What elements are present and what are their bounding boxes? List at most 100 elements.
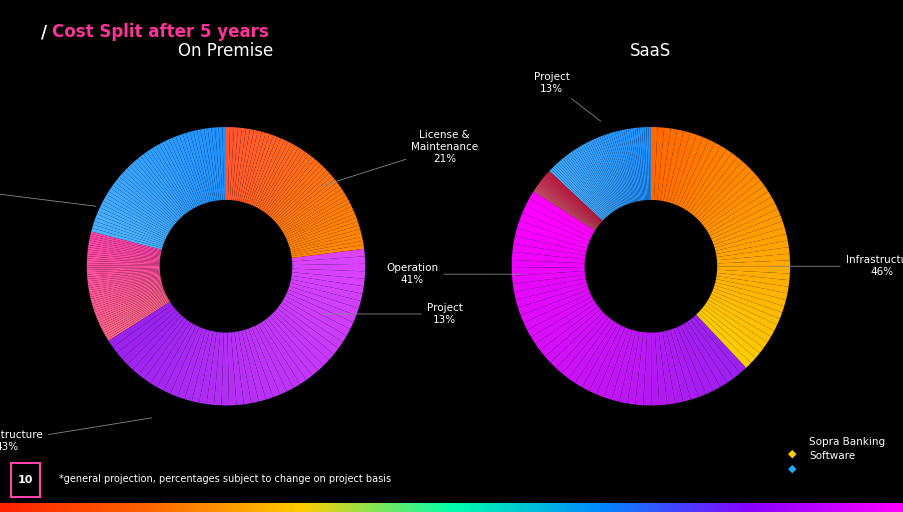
Wedge shape	[517, 286, 588, 315]
Wedge shape	[258, 323, 300, 388]
Wedge shape	[546, 174, 600, 222]
Text: Infrastructure
46%: Infrastructure 46%	[772, 255, 903, 277]
Wedge shape	[265, 154, 312, 214]
Wedge shape	[535, 188, 595, 229]
Wedge shape	[103, 198, 168, 235]
Wedge shape	[547, 172, 601, 222]
Wedge shape	[165, 139, 199, 206]
Wedge shape	[554, 164, 605, 219]
Wedge shape	[533, 191, 594, 231]
Wedge shape	[544, 177, 600, 224]
Wedge shape	[184, 330, 209, 401]
Wedge shape	[647, 127, 650, 200]
Wedge shape	[511, 260, 584, 268]
Wedge shape	[144, 152, 188, 213]
Wedge shape	[229, 127, 237, 200]
Wedge shape	[716, 270, 789, 280]
Wedge shape	[535, 188, 595, 229]
Wedge shape	[675, 137, 708, 206]
Wedge shape	[98, 292, 165, 323]
Wedge shape	[610, 330, 635, 402]
Wedge shape	[539, 182, 598, 226]
Text: Project
13%: Project 13%	[321, 303, 462, 325]
Wedge shape	[88, 241, 161, 255]
Wedge shape	[271, 164, 323, 219]
Wedge shape	[707, 297, 773, 337]
Wedge shape	[119, 174, 176, 224]
Wedge shape	[87, 254, 160, 262]
Wedge shape	[94, 218, 163, 245]
Wedge shape	[281, 300, 346, 342]
Wedge shape	[646, 127, 649, 200]
Wedge shape	[286, 210, 355, 241]
Wedge shape	[546, 173, 601, 222]
Wedge shape	[87, 259, 160, 264]
Wedge shape	[562, 317, 611, 378]
Wedge shape	[284, 203, 351, 238]
Wedge shape	[711, 209, 779, 242]
Wedge shape	[290, 280, 362, 301]
Wedge shape	[237, 129, 254, 201]
Wedge shape	[542, 179, 599, 225]
Wedge shape	[231, 127, 242, 200]
Wedge shape	[103, 297, 168, 333]
Wedge shape	[684, 146, 725, 210]
Wedge shape	[625, 129, 639, 201]
Wedge shape	[104, 298, 168, 335]
Wedge shape	[233, 128, 246, 201]
Wedge shape	[241, 131, 262, 202]
Text: Project
13%: Project 13%	[533, 73, 600, 121]
Wedge shape	[537, 184, 597, 227]
Wedge shape	[589, 140, 622, 207]
Wedge shape	[264, 152, 308, 213]
Wedge shape	[88, 249, 160, 260]
Wedge shape	[248, 135, 277, 205]
Wedge shape	[562, 157, 609, 215]
Wedge shape	[535, 187, 596, 229]
Wedge shape	[669, 329, 698, 399]
Wedge shape	[548, 171, 602, 221]
Wedge shape	[281, 189, 344, 231]
Wedge shape	[709, 294, 777, 331]
Wedge shape	[544, 177, 600, 224]
Wedge shape	[712, 215, 782, 245]
Wedge shape	[587, 141, 621, 207]
Text: Cost Split after 5 years: Cost Split after 5 years	[52, 23, 269, 41]
Wedge shape	[87, 271, 160, 279]
Wedge shape	[286, 290, 356, 323]
Title: On Premise: On Premise	[178, 42, 274, 60]
Wedge shape	[693, 314, 745, 373]
Wedge shape	[206, 332, 220, 405]
Wedge shape	[292, 249, 365, 262]
Wedge shape	[541, 179, 599, 225]
Wedge shape	[654, 332, 666, 405]
Wedge shape	[170, 327, 202, 397]
Wedge shape	[208, 128, 219, 201]
Wedge shape	[686, 150, 731, 212]
Text: /: /	[41, 23, 52, 41]
Wedge shape	[695, 312, 750, 368]
Wedge shape	[113, 182, 172, 228]
Wedge shape	[716, 253, 789, 263]
Wedge shape	[520, 290, 590, 323]
Wedge shape	[250, 137, 281, 205]
Wedge shape	[277, 179, 337, 226]
Wedge shape	[678, 140, 714, 207]
Wedge shape	[571, 151, 613, 211]
Wedge shape	[289, 225, 359, 248]
Wedge shape	[228, 127, 234, 200]
Wedge shape	[172, 136, 202, 205]
Wedge shape	[113, 305, 174, 353]
Wedge shape	[241, 330, 265, 401]
Wedge shape	[540, 181, 598, 226]
Wedge shape	[535, 189, 595, 230]
Wedge shape	[102, 296, 167, 331]
Wedge shape	[97, 291, 165, 321]
Wedge shape	[272, 311, 329, 366]
Wedge shape	[701, 176, 759, 225]
Wedge shape	[582, 324, 620, 391]
Wedge shape	[96, 289, 164, 316]
Wedge shape	[97, 211, 165, 242]
Wedge shape	[614, 131, 634, 202]
Wedge shape	[88, 272, 160, 281]
